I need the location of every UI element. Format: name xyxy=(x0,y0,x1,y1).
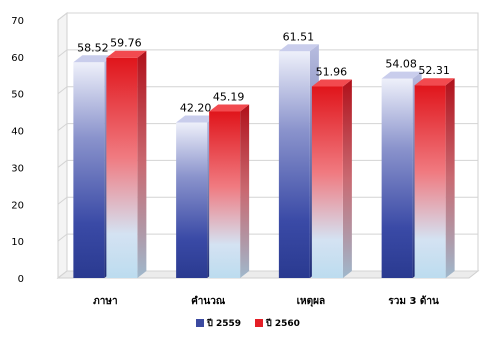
bar-top xyxy=(381,71,422,79)
legend-item-series-1: ปี 2560 xyxy=(255,315,300,331)
x-tick-label: รวม 3 ด้าน xyxy=(388,295,439,307)
legend-label-series-0: ปี 2559 xyxy=(207,319,241,329)
data-label: 61.51 xyxy=(283,30,315,43)
y-tick-label: 40 xyxy=(11,127,24,138)
legend: ปี 2559 ปี 2560 xyxy=(0,315,496,331)
bar xyxy=(106,50,147,278)
bar-front xyxy=(176,122,208,278)
bar-front xyxy=(381,78,413,278)
bar xyxy=(278,44,319,278)
bar-top xyxy=(311,79,352,87)
bar-top xyxy=(209,104,250,112)
x-tick-label: คำนวณ xyxy=(191,295,226,307)
bar-side xyxy=(445,78,455,278)
bar-front xyxy=(414,85,446,278)
x-tick-label: เหตุผล xyxy=(297,296,326,307)
y-axis-ticks: 0 10 20 30 40 50 60 70 xyxy=(11,16,24,285)
y-tick-label: 70 xyxy=(11,16,24,27)
chart-walls xyxy=(56,11,480,280)
data-label: 51.96 xyxy=(316,65,348,78)
data-label: 54.08 xyxy=(385,58,417,71)
bar-side xyxy=(137,50,147,278)
y-tick-label: 10 xyxy=(11,237,24,248)
data-label: 59.76 xyxy=(110,37,142,50)
y-tick-label: 0 xyxy=(18,274,24,285)
legend-swatch-series-1 xyxy=(255,319,263,327)
x-tick-label: ภาษา xyxy=(93,296,117,307)
bar-top xyxy=(106,50,147,58)
legend-item-series-0: ปี 2559 xyxy=(196,315,241,331)
x-axis-labels: ภาษา คำนวณ เหตุผล รวม 3 ด้าน xyxy=(93,295,439,307)
bar-front xyxy=(73,62,105,279)
y-tick-label: 50 xyxy=(11,90,24,101)
y-tick-label: 60 xyxy=(11,53,24,64)
data-label: 58.52 xyxy=(77,41,109,54)
bar xyxy=(414,78,455,278)
data-label: 45.19 xyxy=(213,90,245,103)
bar-front xyxy=(278,51,310,278)
bar-top xyxy=(176,115,217,123)
bar-side xyxy=(240,104,250,279)
data-label: 52.31 xyxy=(418,64,450,77)
bar-top xyxy=(414,78,455,86)
bar xyxy=(209,104,250,279)
data-label: 42.20 xyxy=(180,101,212,114)
legend-label-series-1: ปี 2560 xyxy=(266,319,300,329)
y-tick-label: 30 xyxy=(11,163,24,174)
bar-top xyxy=(278,44,319,52)
legend-swatch-series-0 xyxy=(196,319,205,327)
bars xyxy=(73,44,455,279)
bar-top xyxy=(73,55,114,63)
bar-front xyxy=(311,86,343,278)
y-tick-label: 20 xyxy=(11,200,24,211)
gridline xyxy=(57,12,478,21)
bar-side xyxy=(342,79,352,278)
bar-front xyxy=(106,57,138,278)
bar xyxy=(311,79,352,278)
bar-front xyxy=(209,111,241,279)
gridline xyxy=(57,49,478,58)
